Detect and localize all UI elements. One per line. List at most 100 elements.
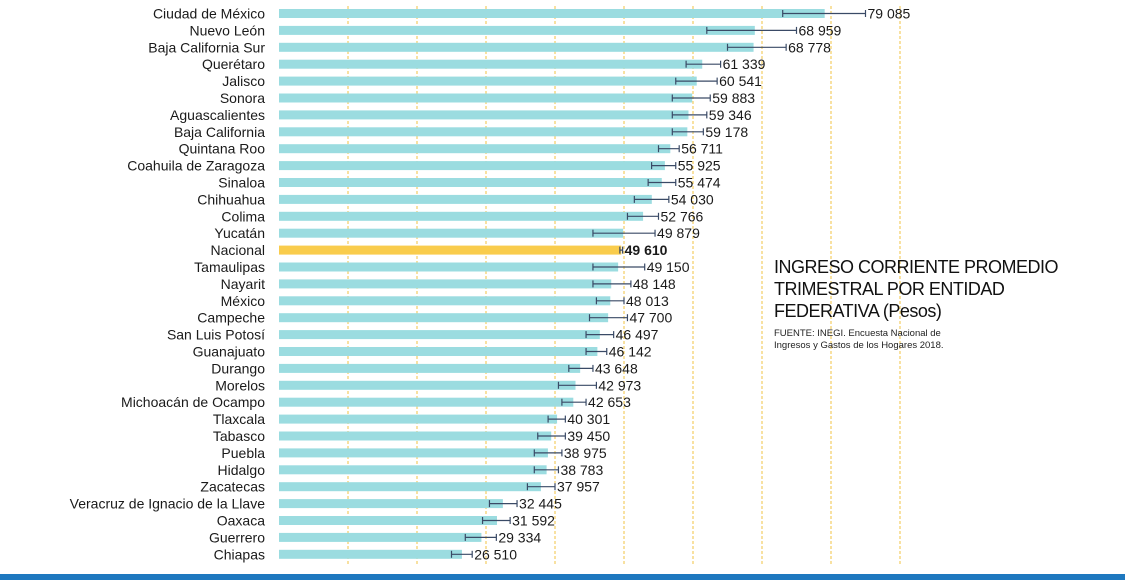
- value-label: 48 013: [626, 293, 669, 309]
- category-label: Baja California Sur: [148, 39, 265, 55]
- bar: [279, 397, 574, 407]
- value-label: 55 925: [678, 158, 721, 174]
- bar: [279, 262, 619, 272]
- value-label: 60 541: [719, 73, 762, 89]
- source-note: FUENTE: INEGI. Encuesta Nacional de Ingr…: [774, 328, 994, 352]
- bar: [279, 42, 754, 52]
- error-bars: [450, 10, 867, 558]
- category-label: Colima: [221, 208, 265, 224]
- bar: [279, 363, 581, 373]
- bar: [279, 516, 497, 525]
- value-label: 61 339: [723, 56, 766, 72]
- bar: [279, 313, 609, 323]
- category-label: Oaxaca: [217, 513, 265, 529]
- bar: [279, 330, 600, 340]
- value-label: 49 610: [625, 242, 668, 258]
- bar: [279, 414, 558, 424]
- value-label: 59 178: [705, 124, 748, 140]
- value-label: 56 711: [681, 141, 723, 157]
- bar: [279, 431, 552, 441]
- bar: [279, 161, 665, 171]
- bar: [279, 482, 541, 492]
- category-label: Chiapas: [214, 546, 265, 562]
- category-label: Yucatán: [214, 225, 265, 241]
- value-label: 49 879: [657, 225, 700, 241]
- category-label: Puebla: [221, 445, 265, 461]
- bar: [279, 9, 825, 18]
- bar: [279, 380, 576, 390]
- value-label: 38 975: [564, 445, 607, 461]
- value-label: 68 778: [788, 39, 831, 55]
- category-label: Michoacán de Ocampo: [121, 394, 265, 410]
- value-label: 38 783: [560, 462, 603, 478]
- bar: [279, 59, 703, 69]
- category-label: Guanajuato: [193, 344, 266, 360]
- category-label: Morelos: [215, 377, 265, 393]
- value-label: 32 445: [519, 496, 562, 512]
- value-label: 43 648: [595, 360, 638, 376]
- value-label: 49 150: [647, 259, 690, 275]
- category-label: Tamaulipas: [194, 259, 265, 275]
- bar: [279, 347, 598, 356]
- chart-title: INGRESO CORRIENTE PROMEDIO TRIMESTRAL PO…: [774, 256, 1094, 322]
- bar: [279, 144, 671, 154]
- source-line-2: Ingresos y Gastos de los Hogares 2018.: [774, 340, 944, 351]
- category-label: Hidalgo: [218, 462, 266, 478]
- source-line-1: FUENTE: INEGI. Encuesta Nacional de: [774, 328, 941, 339]
- bar: [279, 532, 482, 542]
- bar: [279, 279, 612, 289]
- value-label: 26 510: [474, 546, 517, 562]
- category-label: Tlaxcala: [213, 411, 265, 427]
- value-label: 48 148: [633, 276, 676, 292]
- chart-title-line-1: INGRESO CORRIENTE PROMEDIO: [774, 257, 1059, 277]
- value-label: 55 474: [678, 175, 721, 191]
- value-label: 46 142: [609, 344, 652, 360]
- category-label: Nacional: [211, 242, 265, 258]
- category-label: Sinaloa: [218, 175, 265, 191]
- category-label: Coahuila de Zaragoza: [127, 158, 265, 174]
- category-label: Durango: [211, 360, 265, 376]
- bottom-band: [0, 574, 1125, 580]
- chart-title-line-3: FEDERATIVA (Pesos): [774, 301, 942, 321]
- bar: [279, 25, 755, 35]
- bar: [279, 93, 693, 103]
- bar: [279, 448, 548, 458]
- bar: [279, 76, 697, 86]
- bar: [279, 228, 624, 238]
- value-label: 42 973: [598, 377, 641, 393]
- value-label: 54 030: [671, 191, 714, 207]
- category-label: Campeche: [197, 310, 265, 326]
- value-label: 52 766: [661, 208, 704, 224]
- category-label: Sonora: [220, 90, 265, 106]
- bar: [279, 296, 611, 306]
- category-label: Chihuahua: [197, 191, 265, 207]
- category-label: San Luis Potosí: [167, 327, 265, 343]
- value-label: 79 085: [868, 6, 911, 22]
- chart-title-line-2: TRIMESTRAL POR ENTIDAD: [774, 279, 1005, 299]
- value-label: 46 497: [616, 327, 659, 343]
- value-label: 59 883: [712, 90, 755, 106]
- category-label: Aguascalientes: [170, 107, 265, 123]
- value-label: 42 653: [588, 394, 631, 410]
- bar: [279, 211, 644, 221]
- value-label: 31 592: [512, 513, 555, 529]
- bar: [279, 465, 547, 475]
- bar: [279, 549, 462, 559]
- value-label: 68 959: [799, 22, 842, 38]
- category-label: Guerrero: [209, 529, 265, 545]
- category-label: Querétaro: [202, 56, 265, 72]
- bar: [279, 499, 503, 509]
- category-label: Ciudad de México: [153, 6, 265, 22]
- category-label: México: [221, 293, 266, 309]
- category-label: Quintana Roo: [179, 141, 266, 157]
- value-label: 29 334: [498, 529, 541, 545]
- category-label: Veracruz de Ignacio de la Llave: [70, 496, 266, 512]
- category-label: Zacatecas: [200, 479, 265, 495]
- value-label: 40 301: [567, 411, 610, 427]
- bar: [279, 245, 622, 255]
- category-label: Jalisco: [222, 73, 265, 89]
- bar: [279, 178, 662, 187]
